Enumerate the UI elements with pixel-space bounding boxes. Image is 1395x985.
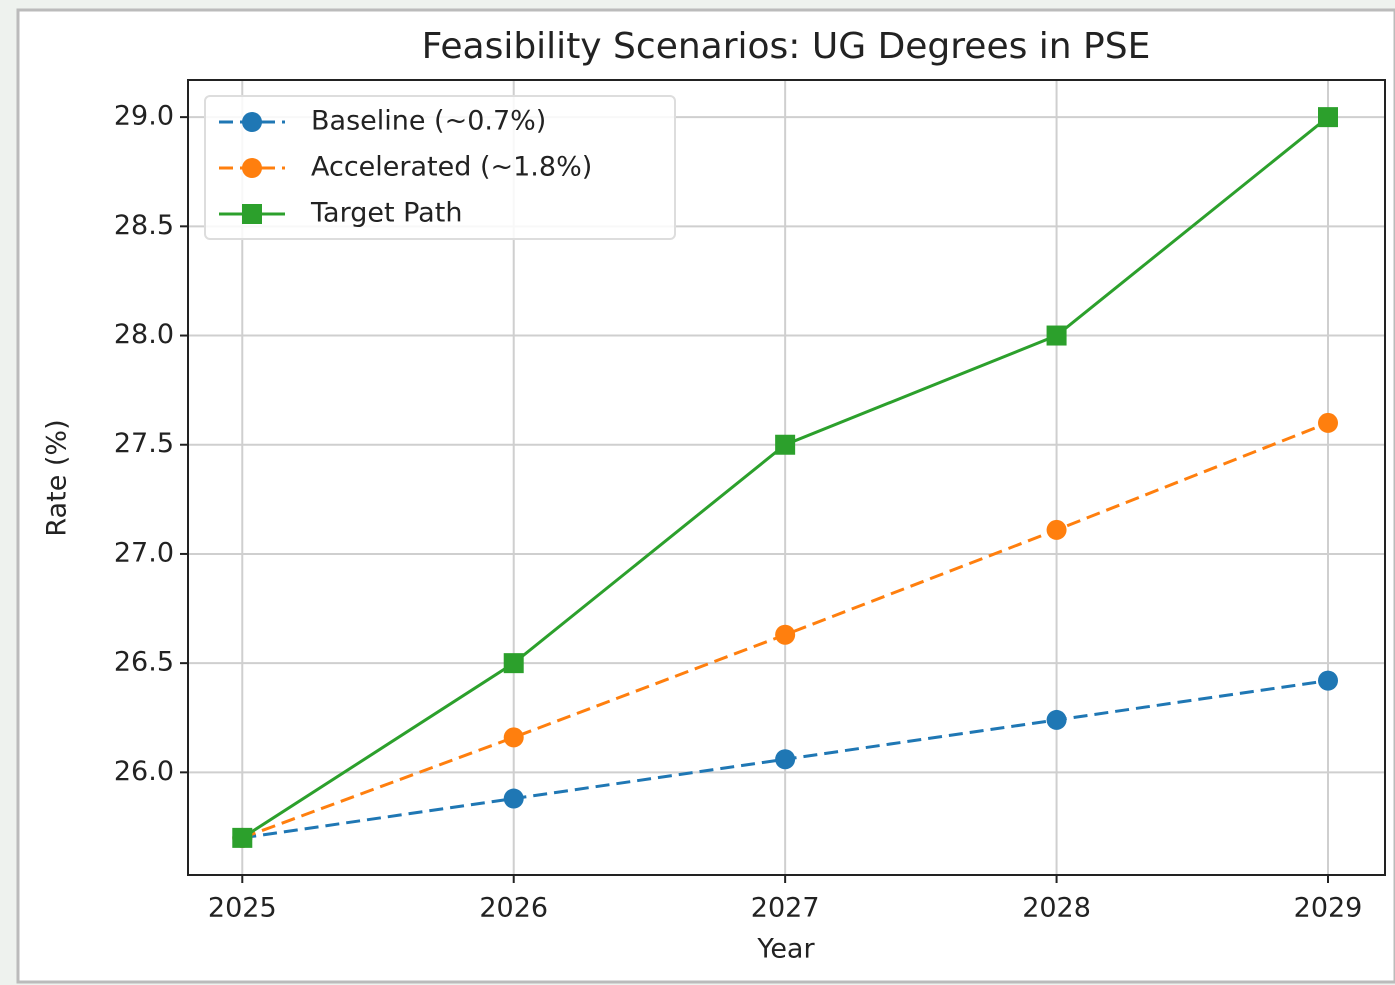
y-tick-label: 26.0 [114,756,174,787]
marker [503,653,524,674]
y-tick-label: 28.5 [114,210,174,241]
legend-label: Baseline (~0.7%) [311,106,546,137]
y-tick-label: 29.0 [114,101,174,132]
marker [1046,709,1067,730]
marker [503,788,524,809]
y-axis-label: Rate (%) [42,419,73,536]
legend-marker [242,158,262,178]
chart-title: Feasibility Scenarios: UG Degrees in PSE [422,26,1151,67]
marker [775,749,796,770]
y-tick-label: 28.0 [114,319,174,350]
marker [1046,519,1067,540]
marker [775,434,796,455]
x-axis-label: Year [756,934,815,965]
legend-label: Accelerated (~1.8%) [311,152,592,183]
x-tick-label: 2029 [1294,893,1363,924]
plot-frame [187,79,1386,876]
legend-marker [242,112,262,132]
y-tick-label: 27.5 [114,428,174,459]
marker [232,827,253,848]
legend-marker [242,204,262,224]
marker [1318,412,1338,433]
legend-box [204,95,676,240]
x-tick-label: 2027 [751,893,820,924]
x-tick-label: 2026 [479,893,548,924]
y-tick-label: 27.0 [114,537,174,568]
y-tick-label: 26.5 [114,647,174,678]
marker [1318,107,1338,128]
x-tick-label: 2028 [1022,893,1091,924]
legend-label: Target Path [310,198,462,229]
marker [1318,670,1338,691]
x-tick-label: 2025 [208,893,277,924]
marker [1046,325,1067,346]
marker [503,727,524,748]
marker [775,624,796,645]
